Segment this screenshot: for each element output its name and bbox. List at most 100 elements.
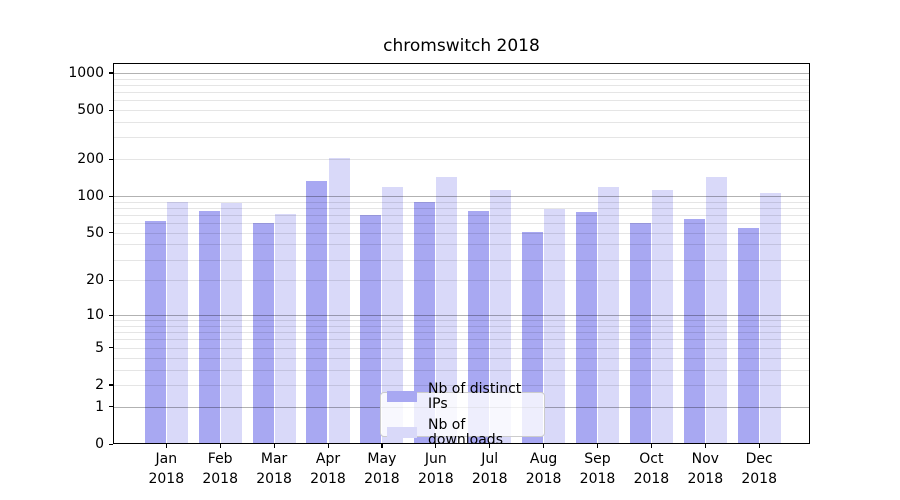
chart-title: chromswitch 2018	[383, 36, 540, 56]
bar-distinct-ips-jan	[144, 220, 166, 444]
gridline-minor-500	[114, 110, 809, 112]
bar-distinct-ips-nov	[683, 218, 705, 444]
x-tick-mar	[273, 444, 275, 448]
bar-distinct-ips-feb	[198, 210, 220, 444]
gridline-minor-80	[114, 207, 809, 209]
y-tick-label-1: 1	[95, 398, 104, 415]
bar-downloads-sep	[598, 187, 620, 444]
gridline-minor-200	[114, 159, 809, 161]
gridline-minor-90	[114, 201, 809, 203]
legend-swatch-downloads	[387, 427, 417, 438]
legend-item-distinct-ips: Nb of distinct IPs	[387, 380, 538, 412]
x-tick-label-aug: Aug 2018	[525, 451, 562, 487]
gridline-major-100	[114, 196, 809, 198]
y-tick-100	[109, 195, 113, 197]
y-tick-1	[109, 406, 113, 408]
bar-distinct-ips-oct	[629, 223, 651, 444]
y-tick-label-20: 20	[86, 272, 104, 289]
gridline-minor-9	[114, 320, 809, 322]
x-tick-jan	[165, 444, 167, 448]
bar-downloads-jul	[490, 189, 512, 444]
y-tick-label-10: 10	[86, 307, 104, 324]
y-tick-200	[109, 158, 113, 160]
y-tick-label-5: 5	[95, 339, 104, 356]
x-tick-aug	[543, 444, 545, 448]
gridline-minor-400	[114, 121, 809, 123]
bar-downloads-jan	[166, 201, 188, 444]
y-tick-500	[109, 109, 113, 111]
legend-label-downloads: Nb of downloads	[428, 416, 503, 448]
x-tick-label-dec: Dec 2018	[741, 451, 777, 487]
y-tick-0	[109, 443, 113, 445]
gridline-major-1000	[114, 72, 809, 74]
x-tick-label-mar: Mar 2018	[256, 451, 292, 487]
legend-swatch-distinct-ips	[387, 391, 417, 402]
bar-downloads-mar	[274, 214, 296, 444]
gridline-minor-800	[114, 84, 809, 86]
gridline-minor-700	[114, 91, 809, 93]
bar-downloads-dec	[759, 192, 781, 444]
y-tick-label-0: 0	[95, 436, 104, 452]
x-tick-label-may: May 2018	[364, 451, 400, 487]
bar-downloads-jun	[436, 176, 458, 444]
y-tick-50	[109, 232, 113, 234]
y-tick-label-500: 500	[77, 102, 104, 119]
bar-downloads-nov	[705, 177, 727, 444]
bar-distinct-ips-mar	[252, 223, 274, 444]
gridline-minor-3	[114, 369, 809, 371]
gridline-minor-60	[114, 223, 809, 225]
y-tick-2	[109, 384, 113, 386]
y-tick-label-1000: 1000	[68, 64, 104, 81]
gridline-minor-70	[114, 214, 809, 216]
gridline-minor-6	[114, 339, 809, 341]
x-tick-jun	[435, 444, 437, 448]
x-tick-label-nov: Nov 2018	[687, 451, 724, 487]
bar-downloads-oct	[651, 189, 673, 444]
x-tick-sep	[597, 444, 599, 448]
gridline-minor-300	[114, 137, 809, 139]
x-tick-label-sep: Sep 2018	[579, 451, 616, 487]
legend-item-downloads: Nb of downloads	[387, 416, 538, 448]
gridline-minor-2	[114, 384, 809, 386]
bar-distinct-ips-apr	[306, 181, 328, 444]
gridline-minor-50	[114, 232, 809, 234]
legend: Nb of distinct IPs Nb of downloads	[380, 381, 545, 447]
x-tick-label-jan: Jan 2018	[148, 451, 185, 487]
bar-distinct-ips-may	[360, 214, 382, 444]
bar-distinct-ips-dec	[737, 227, 759, 444]
x-tick-apr	[327, 444, 329, 448]
x-tick-label-oct: Oct 2018	[633, 451, 670, 487]
x-tick-label-jun: Jun 2018	[417, 451, 454, 487]
x-tick-label-feb: Feb 2018	[202, 451, 238, 487]
y-tick-20	[109, 279, 113, 282]
bar-distinct-ips-sep	[575, 212, 597, 444]
bar-distinct-ips-jul	[468, 211, 490, 444]
x-tick-nov	[704, 444, 706, 448]
y-tick-5	[109, 347, 113, 349]
y-tick-label-200: 200	[77, 151, 104, 168]
x-tick-dec	[758, 444, 760, 448]
bar-distinct-ips-jun	[414, 201, 436, 444]
bar-downloads-apr	[328, 158, 350, 444]
y-tick-label-2: 2	[95, 376, 104, 393]
gridline-minor-7	[114, 332, 809, 334]
gridline-minor-40	[114, 244, 809, 246]
y-tick-label-50: 50	[86, 224, 104, 241]
gridline-minor-5	[114, 347, 809, 349]
x-tick-label-jul: Jul 2018	[471, 451, 508, 487]
y-tick-1000	[109, 72, 113, 74]
bar-downloads-aug	[544, 208, 566, 444]
gridline-minor-30	[114, 259, 809, 261]
gridline-minor-20	[114, 280, 809, 282]
x-tick-feb	[219, 444, 221, 448]
legend-label-distinct-ips: Nb of distinct IPs	[428, 380, 522, 412]
bar-distinct-ips-aug	[522, 231, 544, 444]
bar-downloads-feb	[220, 202, 242, 444]
gridline-minor-8	[114, 325, 809, 327]
bar-downloads-may	[382, 186, 404, 444]
gridline-minor-900	[114, 78, 809, 80]
x-tick-may	[381, 444, 383, 448]
x-tick-label-apr: Apr 2018	[310, 451, 346, 487]
y-tick-10	[109, 314, 113, 316]
